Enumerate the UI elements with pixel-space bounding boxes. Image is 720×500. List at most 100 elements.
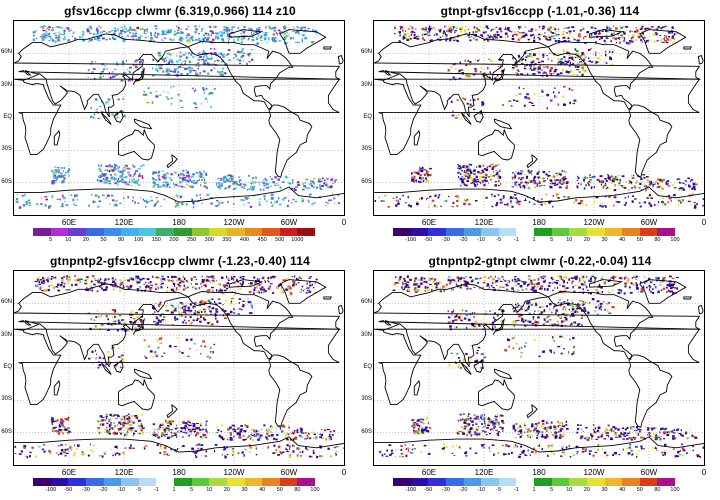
data-cell (555, 281, 559, 285)
data-cell (250, 282, 253, 285)
data-cell (299, 291, 302, 293)
data-cell (197, 67, 199, 70)
data-cell (501, 286, 505, 288)
data-cell (524, 33, 528, 35)
data-cell (157, 428, 161, 430)
data-cell (479, 277, 481, 280)
data-cell (484, 176, 487, 179)
data-cell (236, 432, 240, 436)
data-cell (105, 315, 108, 318)
data-cell (129, 287, 132, 289)
data-cell (586, 31, 588, 34)
data-cell (495, 280, 498, 283)
data-cell (180, 51, 182, 53)
data-cell (460, 277, 463, 279)
data-cell (578, 35, 581, 37)
data-cell (426, 174, 430, 176)
data-cell (163, 198, 165, 201)
data-cell (291, 286, 295, 288)
data-cell (682, 187, 684, 189)
data-cell (45, 279, 49, 281)
data-cell (32, 31, 35, 34)
data-cell (113, 163, 115, 165)
data-cell (110, 165, 113, 167)
data-cell (562, 291, 564, 294)
data-cell (496, 202, 499, 205)
data-cell (177, 278, 181, 281)
data-cell (603, 61, 607, 63)
data-cell (244, 438, 247, 441)
data-cell (155, 354, 158, 357)
data-cell (301, 428, 303, 431)
data-cell (155, 197, 158, 199)
data-cell (244, 424, 246, 426)
data-cell (623, 282, 627, 285)
data-cell (612, 39, 615, 41)
data-cell (200, 58, 204, 61)
data-cell (589, 174, 591, 177)
data-cell (146, 278, 150, 280)
data-cell (311, 184, 313, 187)
data-cell (190, 322, 193, 324)
data-cell (152, 423, 156, 426)
data-cell (426, 179, 428, 181)
data-cell (181, 202, 184, 205)
data-cell (405, 284, 409, 287)
data-cell (305, 448, 309, 451)
data-cell (107, 355, 109, 358)
data-cell (417, 285, 421, 288)
data-cell (242, 31, 245, 34)
data-cell (102, 75, 104, 78)
data-cell (455, 38, 458, 40)
data-cell (403, 277, 406, 280)
data-cell (199, 175, 203, 178)
data-cell (491, 163, 494, 166)
data-cell (614, 38, 617, 41)
data-cell (248, 282, 250, 284)
data-cell (468, 173, 472, 176)
data-cell (67, 416, 70, 419)
data-cell (490, 174, 493, 177)
data-cell (533, 177, 536, 180)
data-cell (567, 59, 570, 61)
data-cell (289, 37, 293, 40)
data-cell (518, 183, 521, 186)
data-cell (190, 181, 194, 183)
data-cell (100, 324, 103, 326)
data-cell (154, 171, 157, 174)
data-cell (398, 29, 400, 32)
data-cell (468, 168, 471, 171)
data-cell (297, 184, 301, 186)
colorbar-label: 1 (532, 237, 536, 243)
data-cell (260, 428, 263, 431)
data-cell (563, 196, 566, 198)
data-cell (631, 187, 633, 189)
data-cell (478, 172, 481, 174)
data-cell (90, 115, 93, 118)
data-cell (572, 101, 575, 103)
data-cell (203, 182, 207, 184)
data-cell (408, 204, 410, 207)
data-cell (696, 203, 698, 205)
data-cell (282, 32, 285, 35)
data-cell (138, 426, 142, 429)
data-cell (479, 287, 481, 290)
data-cell (176, 288, 178, 291)
data-cell (292, 198, 295, 201)
data-cell (595, 61, 599, 63)
data-cell (48, 35, 51, 38)
data-cell (232, 203, 235, 205)
data-cell (155, 90, 157, 92)
data-cell (416, 202, 419, 206)
data-cell (657, 292, 659, 294)
data-cell (614, 184, 617, 187)
data-cell (448, 79, 451, 81)
data-cell (181, 186, 184, 188)
data-cell (214, 315, 217, 317)
coastline (14, 186, 344, 203)
data-cell (215, 182, 218, 185)
data-cell (605, 187, 608, 190)
data-cell (59, 452, 63, 455)
colorbar-label: 10 (206, 487, 213, 493)
data-cell (562, 276, 566, 279)
